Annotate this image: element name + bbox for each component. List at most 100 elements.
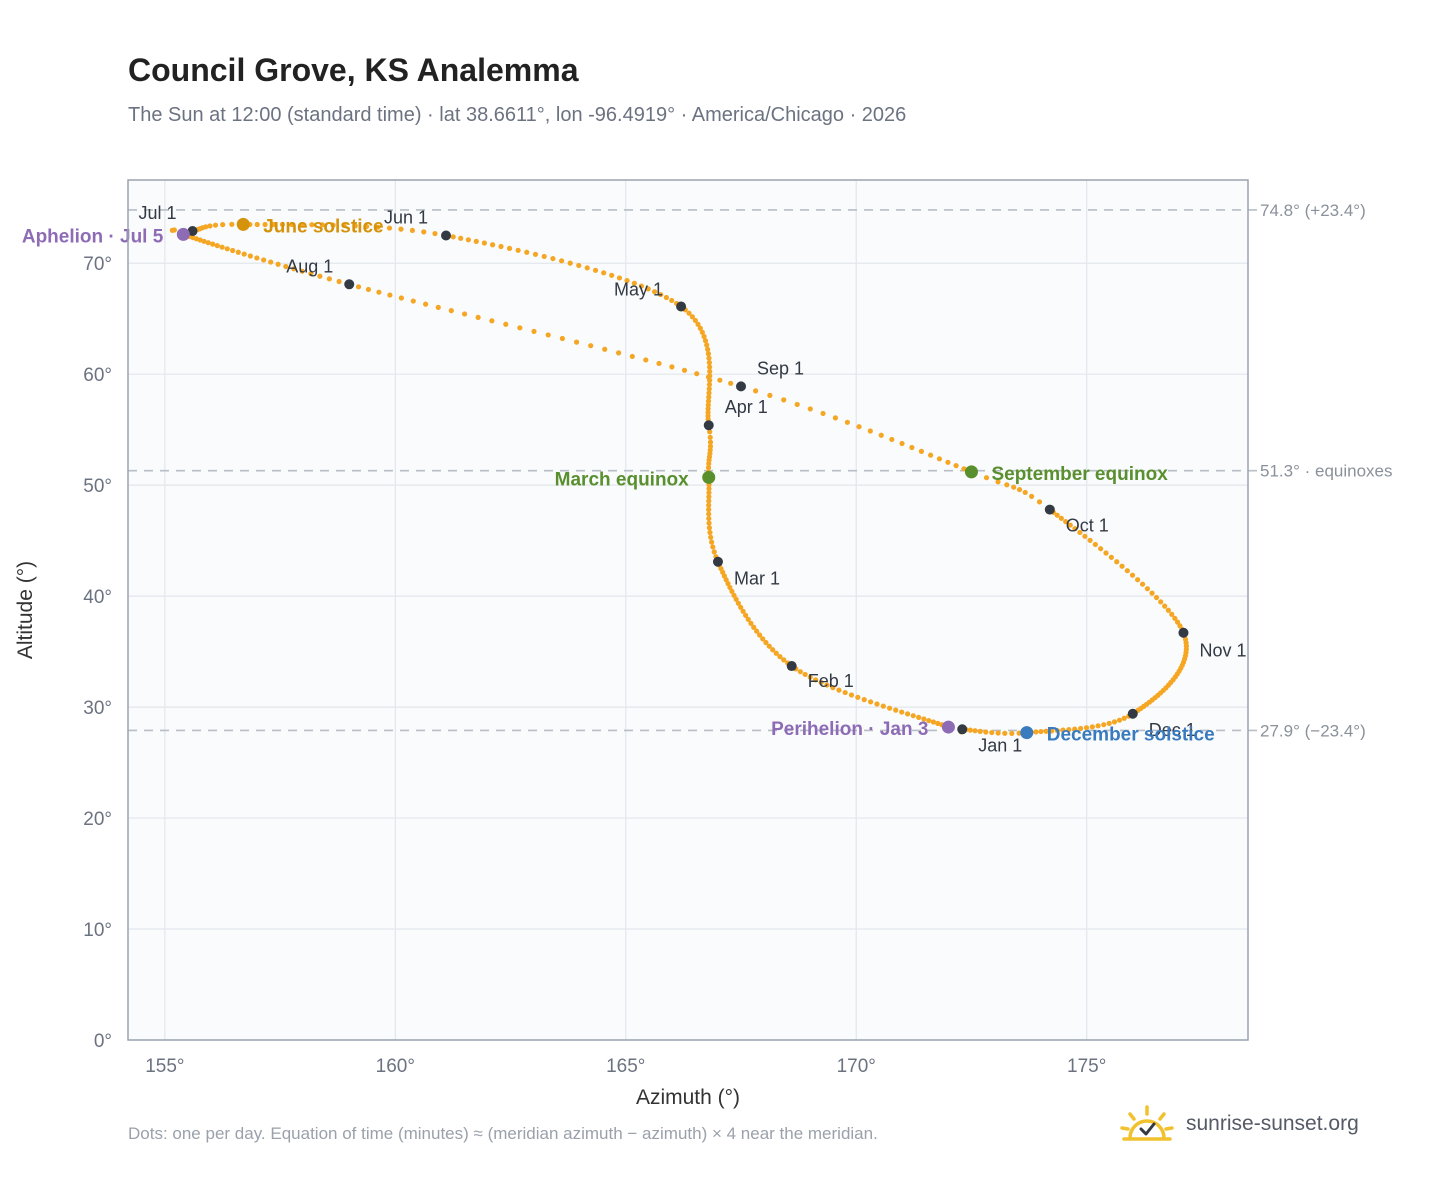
daily-dot: [550, 255, 556, 262]
daily-dot: [1116, 717, 1123, 723]
sun-check-icon: [1120, 1105, 1174, 1141]
daily-dot: [567, 260, 573, 266]
reference-line-label: 27.9° (−23.4°): [1260, 721, 1366, 740]
daily-dot: [705, 406, 711, 412]
event-marker-label: June solstice: [263, 216, 383, 237]
daily-dot: [1054, 512, 1060, 518]
daily-dot: [756, 632, 763, 638]
daily-dot: [247, 253, 253, 259]
daily-dot: [707, 447, 713, 453]
daily-dot: [812, 677, 819, 683]
y-tick-label: 20°: [83, 809, 112, 830]
daily-dot: [751, 624, 757, 630]
daily-dot: [317, 273, 323, 279]
daily-dot: [705, 409, 711, 415]
event-marker-dot: [236, 217, 250, 231]
daily-dot: [515, 247, 521, 253]
daily-dot: [710, 544, 716, 550]
month-marker-label: Mar 1: [734, 569, 780, 589]
daily-dot: [212, 222, 219, 228]
daily-dot: [899, 709, 905, 715]
daily-dot: [708, 534, 714, 540]
daily-dot: [830, 685, 836, 691]
daily-dot: [709, 539, 715, 545]
daily-dot: [656, 360, 662, 367]
daily-dot: [773, 650, 779, 656]
month-marker-dot: [1044, 504, 1055, 515]
daily-dot: [706, 511, 712, 517]
brand-name[interactable]: sunrise-sunset.org: [1186, 1112, 1359, 1135]
daily-dot: [352, 223, 358, 229]
daily-dot: [326, 276, 332, 282]
daily-dot: [706, 381, 713, 388]
daily-dot: [706, 498, 712, 504]
daily-dot: [842, 689, 848, 696]
daily-dot: [1129, 572, 1136, 578]
x-tick-label: 170°: [837, 1056, 876, 1077]
month-marker-label: Jul 1: [138, 203, 176, 223]
daily-dot: [241, 251, 247, 257]
daily-dot: [1095, 723, 1101, 729]
daily-dot: [760, 636, 766, 642]
daily-dot: [1149, 590, 1155, 596]
daily-dot: [197, 237, 203, 243]
month-marker-dot: [187, 226, 198, 237]
daily-dot: [409, 227, 416, 234]
daily-dot: [1165, 607, 1171, 613]
daily-dot: [220, 222, 226, 228]
daily-dot: [880, 703, 886, 709]
daily-dot: [465, 237, 471, 243]
daily-dot: [686, 310, 692, 316]
month-marker-label: Oct 1: [1066, 516, 1109, 536]
daily-dot: [706, 360, 712, 366]
daily-dot: [1162, 603, 1168, 609]
daily-dot: [995, 730, 1001, 736]
daily-dot: [386, 225, 393, 231]
daily-dot: [848, 692, 855, 698]
daily-dot: [558, 258, 565, 264]
daily-dot: [1124, 568, 1130, 574]
daily-dot: [609, 272, 615, 278]
month-markers: Jan 1 Feb 1 Mar 1 Apr 1 May 1 Jun 1 Jul 1 Aug 1…: [138, 203, 1246, 755]
daily-dot: [489, 318, 495, 324]
y-tick-label: 60°: [83, 365, 112, 386]
daily-dot: [1083, 725, 1090, 731]
month-marker-dot: [1178, 627, 1189, 638]
daily-dot: [219, 244, 225, 250]
daily-dot: [836, 687, 842, 693]
daily-dot: [531, 328, 537, 334]
daily-dot: [601, 270, 607, 276]
daily-dot: [631, 280, 637, 286]
daily-dot: [918, 448, 925, 454]
daily-dot: [707, 429, 713, 435]
x-tick-label: 175°: [1067, 1056, 1106, 1077]
daily-dot: [899, 440, 905, 447]
daily-dot: [930, 719, 937, 725]
daily-dot: [707, 529, 713, 536]
daily-dot: [1072, 726, 1078, 732]
daily-dot: [375, 224, 381, 230]
daily-dot: [387, 292, 393, 298]
daily-dot: [797, 669, 803, 675]
daily-dot: [681, 367, 688, 373]
brand[interactable]: sunrise-sunset.org: [1120, 1100, 1359, 1148]
daily-dot: [972, 728, 978, 734]
daily-dot: [766, 643, 772, 649]
daily-dot: [279, 221, 286, 228]
daily-dot: [262, 221, 268, 228]
daily-dot: [545, 332, 551, 338]
daily-dot: [308, 271, 314, 277]
y-tick-label: 10°: [83, 920, 112, 941]
daily-dot: [1144, 586, 1151, 592]
reference-lines: 74.8° (+23.4°) 51.3° · equinoxes 27.9° (−2…: [128, 201, 1393, 740]
month-marker-dot: [736, 381, 747, 392]
daily-dot: [201, 238, 207, 244]
daily-dot: [777, 654, 783, 660]
x-tick-label: 165°: [606, 1056, 645, 1077]
month-marker-label: Feb 1: [808, 671, 854, 691]
daily-dot: [616, 350, 622, 356]
daily-dot: [669, 297, 675, 304]
daily-dot: [624, 278, 630, 284]
daily-dot: [1004, 482, 1010, 488]
footnote: Dots: one per day. Equation of time (min…: [128, 1124, 878, 1143]
